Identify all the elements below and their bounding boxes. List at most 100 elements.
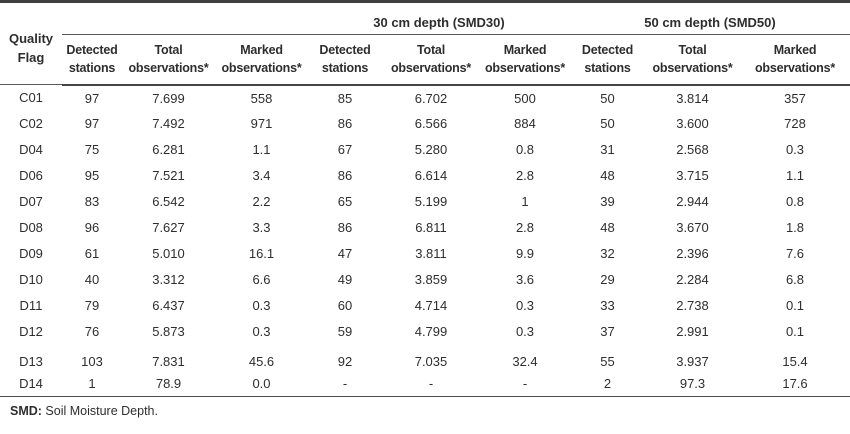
col-header-marked-observations-1: Marked observations* (215, 34, 308, 86)
cell: 3.6 (515, 272, 535, 287)
cell: 95 (84, 168, 100, 183)
cell: 86 (337, 116, 353, 131)
cell: 0.3 (252, 298, 271, 313)
cell: 32 (600, 246, 615, 261)
cell: 2.8 (515, 220, 535, 235)
cell: 97 (84, 116, 100, 131)
quality-label: Quality (8, 30, 54, 46)
cell: 39 (600, 194, 615, 209)
cell: 75 (84, 142, 100, 157)
flag-label: Flag (17, 49, 45, 65)
cell: 884 (514, 116, 536, 131)
cell: 357 (784, 90, 806, 106)
cell: 0.1 (785, 298, 805, 313)
table-row: D07 83 6.542 2.2 65 5.199 1 39 2.944 0.8 (0, 189, 850, 215)
cell: 48 (600, 168, 615, 183)
cell: 1 (88, 375, 96, 391)
quality-flag-header: Quality Flag (0, 1, 62, 85)
table-row: D09 61 5.010 16.1 47 3.811 9.9 32 2.396 7.6 (0, 241, 850, 267)
flag-cell: D12 (19, 324, 43, 339)
cell: 5.199 (414, 194, 448, 209)
cell: 6.811 (415, 220, 447, 235)
col-header-detected-stations-2: Detected stations (308, 34, 382, 86)
flag-cell: D11 (19, 298, 43, 313)
cell: 5.873 (152, 324, 185, 339)
table-row: C01 97 7.699 558 85 6.702 500 50 3.814 357 (0, 85, 850, 111)
cell: 49 (337, 272, 353, 287)
group-header-smd50: 50 cm depth (SMD50) (570, 1, 850, 35)
col-header-total-observations-2: Total observations* (382, 34, 480, 86)
cell: 3.814 (676, 90, 709, 106)
cell: 83 (84, 194, 100, 209)
cell: 3.312 (152, 272, 185, 287)
cell: 3.859 (414, 272, 448, 287)
cell: 4.714 (414, 298, 448, 313)
cell: 37 (600, 324, 615, 339)
cell: 0.3 (785, 142, 805, 157)
group-header-row: Quality Flag 30 cm depth (SMD30) 50 cm de… (0, 1, 850, 85)
table-header: Quality Flag 30 cm depth (SMD30) 50 cm de… (0, 1, 850, 86)
cell: 92 (337, 353, 353, 369)
flag-cell: C01 (19, 90, 43, 106)
table-row: D12 76 5.873 0.3 59 4.799 0.3 37 2.991 0.1 (0, 319, 850, 345)
cell: 6.437 (152, 298, 185, 313)
cell: 971 (250, 116, 273, 131)
cell: 6.542 (152, 194, 185, 209)
flag-cell: D07 (19, 194, 43, 209)
cell: 6.702 (414, 90, 448, 106)
cell: 79 (84, 298, 100, 313)
sub-header-row: Detected stations Total observations* Ma… (0, 34, 850, 86)
cell: 32.4 (512, 353, 538, 369)
cell: 7.492 (152, 116, 185, 131)
footnote-text: Soil Moisture Depth. (41, 404, 158, 418)
col-header-detected-stations-1: Detected stations (62, 34, 122, 86)
cell: 3.670 (676, 220, 709, 235)
cell: 6.281 (152, 142, 185, 157)
cell: 6.6 (252, 272, 271, 287)
cell: 60 (337, 298, 353, 313)
cell: 97 (84, 90, 100, 106)
cell: 61 (84, 246, 100, 261)
cell: 3.811 (415, 246, 447, 261)
cell: 0.3 (252, 324, 271, 339)
cell: 2.8 (515, 168, 535, 183)
group-header-blank (62, 1, 308, 35)
cell: 2.568 (676, 142, 709, 157)
cell: 7.035 (414, 353, 448, 369)
cell: 1.1 (785, 168, 805, 183)
flag-cell: D04 (19, 142, 43, 157)
cell: 7.6 (785, 246, 805, 261)
cell: 103 (81, 353, 103, 369)
cell: 3.4 (252, 168, 271, 183)
cell: 2.2 (252, 194, 271, 209)
cell: 2 (603, 375, 612, 391)
flag-cell: C02 (19, 116, 43, 131)
cell: 3.3 (252, 220, 271, 235)
cell: 2.738 (676, 298, 709, 313)
cell: 76 (84, 324, 100, 339)
table-row: C02 97 7.492 971 86 6.566 884 50 3.600 728 (0, 111, 850, 137)
cell: 6.8 (785, 272, 805, 287)
table-footnote: SMD: Soil Moisture Depth. (10, 404, 850, 418)
cell: 6.566 (414, 116, 448, 131)
cell: 29 (600, 272, 615, 287)
cell: 40 (84, 272, 100, 287)
cell: 5.010 (152, 246, 185, 261)
cell: 2.944 (676, 194, 709, 209)
cell: 728 (784, 116, 806, 131)
flag-cell: D13 (19, 353, 43, 369)
col-header-marked-observations-3: Marked observations* (740, 34, 850, 86)
cell: 55 (600, 353, 615, 369)
cell: 0.1 (785, 324, 805, 339)
cell: 2.396 (676, 246, 709, 261)
table-row: D14 1 78.9 0.0 - - - 2 97.3 17.6 (0, 371, 850, 397)
cell: 15.4 (782, 353, 808, 369)
cell: 48 (600, 220, 615, 235)
cell: 4.799 (414, 324, 448, 339)
table-row: D13 103 7.831 45.6 92 7.035 32.4 55 3.937 15.4 (0, 345, 850, 371)
table-row: D11 79 6.437 0.3 60 4.714 0.3 33 2.738 0.1 (0, 293, 850, 319)
flag-cell: D08 (19, 220, 43, 235)
cell: 65 (337, 194, 353, 209)
cell: 31 (600, 142, 615, 157)
cell: 7.699 (152, 90, 185, 106)
